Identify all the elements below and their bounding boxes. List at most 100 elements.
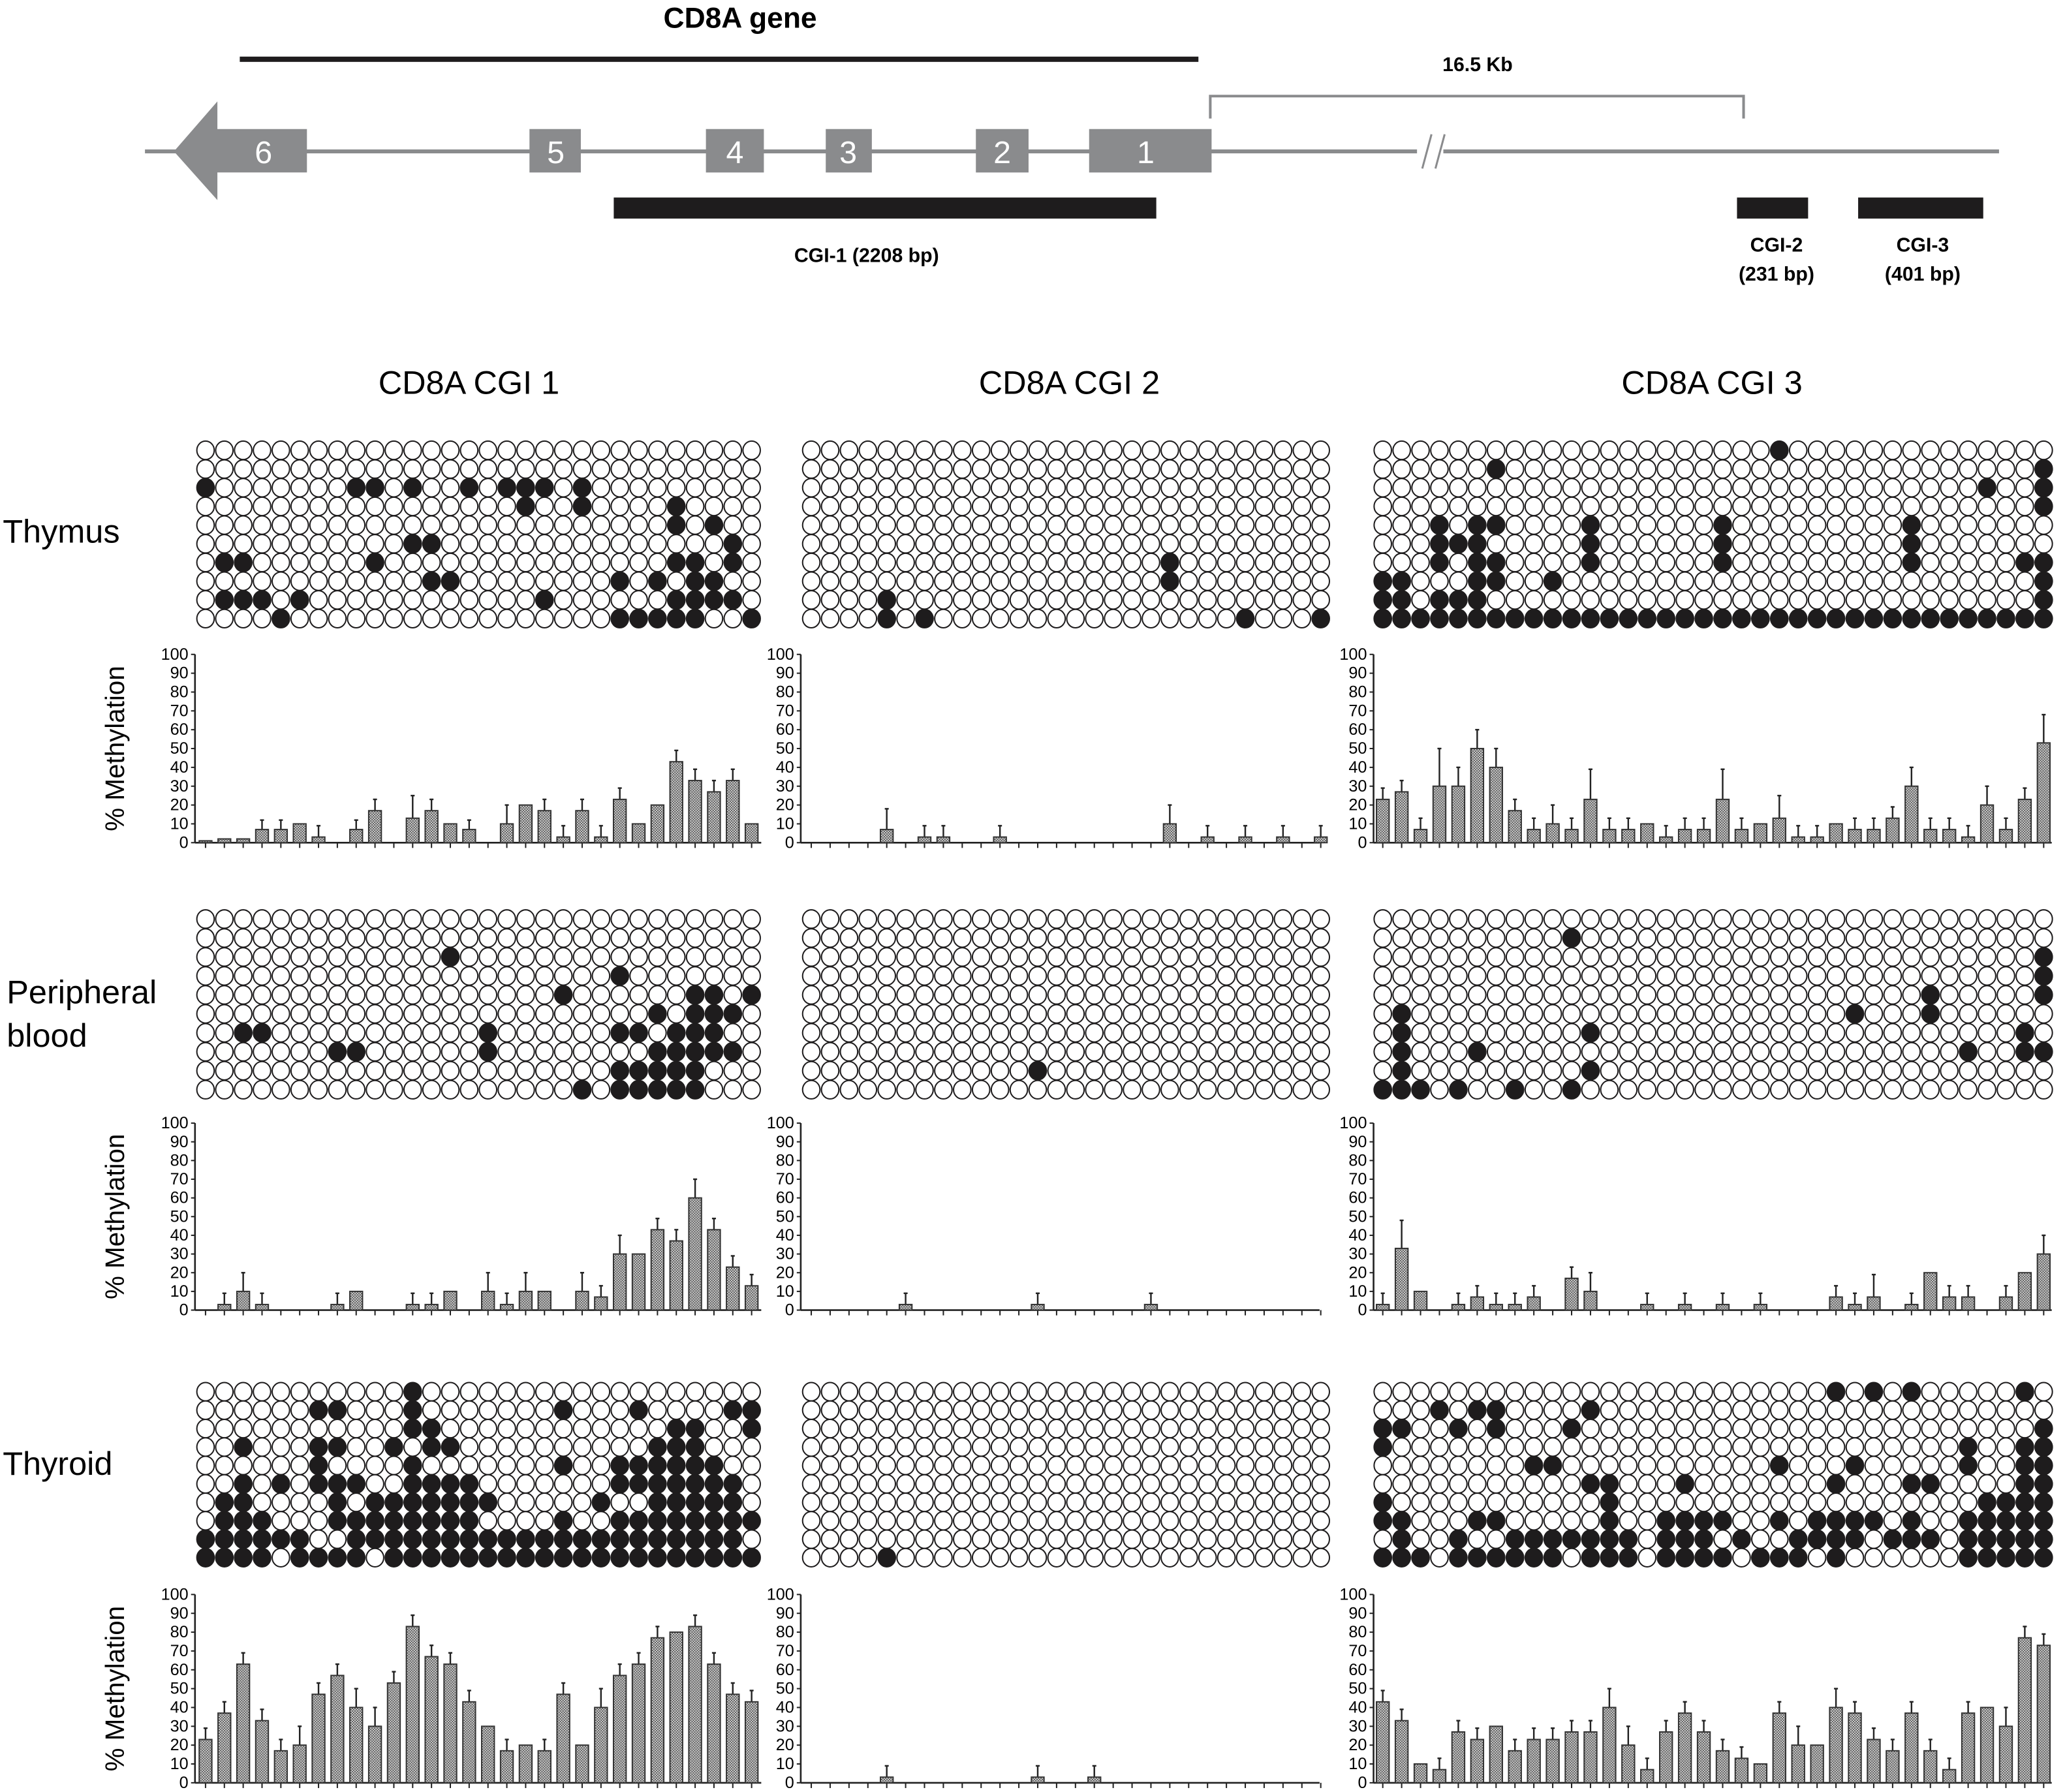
- cpg-unmethylated: [553, 1382, 573, 1402]
- cpg-methylated: [1788, 1529, 1808, 1549]
- cpg-unmethylated: [610, 1400, 629, 1421]
- y-tick-label: 90: [1348, 664, 1367, 683]
- cpg-unmethylated: [1085, 1511, 1104, 1531]
- cpg-unmethylated: [290, 534, 309, 554]
- cpg-methylated: [384, 1492, 403, 1513]
- cpg-unmethylated: [1675, 534, 1694, 554]
- cpg-methylated: [1902, 1382, 1921, 1402]
- cpg-unmethylated: [666, 1004, 686, 1024]
- cpg-unmethylated: [1217, 1437, 1236, 1457]
- cpg-unmethylated: [1468, 1419, 1487, 1439]
- cpg-unmethylated: [934, 1511, 953, 1531]
- cpg-unmethylated: [309, 966, 328, 986]
- cpg-unmethylated: [1411, 928, 1430, 948]
- cpg-unmethylated: [839, 1400, 859, 1421]
- cpg-unmethylated: [1160, 1529, 1179, 1549]
- cpg-methylated: [403, 1419, 422, 1439]
- cpg-unmethylated: [1468, 985, 1487, 1005]
- cpg-unmethylated: [704, 1437, 724, 1457]
- cpg-unmethylated: [1505, 1004, 1525, 1024]
- cpg-unmethylated: [422, 985, 441, 1005]
- cpg-unmethylated: [309, 1419, 328, 1439]
- cpg-unmethylated: [422, 1079, 441, 1100]
- cpg-unmethylated: [347, 1060, 366, 1081]
- cpg-unmethylated: [2034, 1079, 2053, 1100]
- cpg-unmethylated: [535, 1455, 554, 1475]
- cpg-methylated: [403, 1382, 422, 1402]
- cpg-unmethylated: [801, 1060, 821, 1081]
- cpg-unmethylated: [1543, 1474, 1562, 1494]
- cpg-unmethylated: [1217, 478, 1236, 498]
- cpg-unmethylated: [1581, 459, 1600, 479]
- cpg-unmethylated: [1864, 966, 1884, 986]
- cpg-unmethylated: [1066, 966, 1085, 986]
- cpg-unmethylated: [1104, 478, 1123, 498]
- cpg-unmethylated: [215, 1004, 234, 1024]
- cpg-unmethylated: [1179, 1419, 1198, 1439]
- cpg-unmethylated: [1675, 1492, 1694, 1513]
- cpg-methylated: [1392, 1023, 1411, 1043]
- cpg-unmethylated: [1543, 1042, 1562, 1062]
- cpg-unmethylated: [347, 1419, 366, 1439]
- cpg-unmethylated: [234, 985, 253, 1005]
- cpg-unmethylated: [1921, 534, 1940, 554]
- cpg-unmethylated: [1864, 590, 1884, 610]
- cpg-unmethylated: [253, 1400, 272, 1421]
- cpg-unmethylated: [1273, 1511, 1293, 1531]
- cpg-unmethylated: [422, 928, 441, 948]
- cpg-unmethylated: [1292, 478, 1312, 498]
- cpg-unmethylated: [535, 515, 554, 535]
- cpg-unmethylated: [441, 1455, 460, 1475]
- bar: [1715, 798, 1730, 844]
- cpg-unmethylated: [1732, 1419, 1751, 1439]
- cpg-methylated: [441, 1529, 460, 1549]
- cpg-unmethylated: [1694, 1492, 1713, 1513]
- cpg-methylated: [2015, 1474, 2034, 1494]
- cpg-unmethylated: [253, 534, 272, 554]
- cpg-unmethylated: [1543, 909, 1562, 929]
- cpg-unmethylated: [1713, 1023, 1732, 1043]
- cpg-unmethylated: [384, 1042, 403, 1062]
- cpg-unmethylated: [1411, 571, 1430, 591]
- cpg-unmethylated: [1468, 1437, 1487, 1457]
- cpg-unmethylated: [1373, 1400, 1393, 1421]
- y-tick-label: 60: [1348, 1189, 1367, 1207]
- cpg-unmethylated: [1864, 1419, 1884, 1439]
- cpg-unmethylated: [1600, 440, 1619, 461]
- cpg-methylated: [553, 985, 573, 1005]
- cpg-unmethylated: [1638, 515, 1657, 535]
- cpg-unmethylated: [1883, 1382, 1902, 1402]
- cpg-unmethylated: [1028, 1474, 1048, 1494]
- cpg-unmethylated: [215, 440, 234, 461]
- cpg-unmethylated: [1179, 985, 1198, 1005]
- cpg-unmethylated: [742, 909, 761, 929]
- cpg-unmethylated: [478, 909, 498, 929]
- cpg-unmethylated: [742, 928, 761, 948]
- cpg-methylated: [666, 1455, 686, 1475]
- cpg-unmethylated: [1600, 571, 1619, 591]
- cpg-unmethylated: [459, 534, 479, 554]
- cpg-methylated: [1600, 1547, 1619, 1568]
- cpg-unmethylated: [1028, 1042, 1048, 1062]
- cpg-unmethylated: [1292, 1474, 1312, 1494]
- cpg-unmethylated: [1959, 985, 1978, 1005]
- cpg-unmethylated: [1505, 552, 1525, 573]
- cpg-unmethylated: [1292, 947, 1312, 967]
- cpg-unmethylated: [1217, 985, 1236, 1005]
- bar: [917, 836, 932, 844]
- cpg-unmethylated: [1141, 459, 1160, 479]
- cpg-unmethylated: [1978, 440, 1996, 461]
- cpg-unmethylated: [478, 515, 498, 535]
- bar: [1087, 1776, 1102, 1784]
- cpg-unmethylated: [1292, 1023, 1312, 1043]
- cpg-unmethylated: [196, 1042, 215, 1062]
- cpg-unmethylated: [1959, 496, 1978, 517]
- cpg-unmethylated: [1769, 552, 1789, 573]
- cpg-unmethylated: [1751, 909, 1770, 929]
- y-tick-label: 40: [1348, 1699, 1367, 1717]
- cpg-methylated: [1713, 552, 1732, 573]
- bar: [707, 791, 721, 844]
- cpg-unmethylated: [1996, 1382, 2015, 1402]
- cpg-unmethylated: [2034, 534, 2053, 554]
